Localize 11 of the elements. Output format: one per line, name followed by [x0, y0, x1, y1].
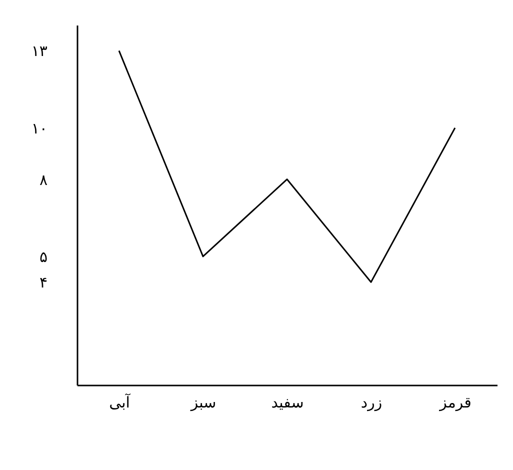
y-tick-label: ۴: [39, 274, 48, 292]
x-tick-label: سبز: [190, 394, 216, 412]
x-tick-label: زرد: [360, 394, 382, 412]
x-tick-label: سفید: [271, 394, 304, 412]
line-series: [118, 50, 456, 283]
x-tick-label: قرمز: [438, 394, 472, 412]
y-tick-label: ۵: [39, 248, 48, 266]
y-tick-label: ۸: [39, 170, 48, 189]
x-tick-label: آبی: [109, 392, 131, 412]
y-tick-label: ۱۰: [31, 119, 48, 138]
y-tick-label: ۱۳: [31, 42, 48, 60]
